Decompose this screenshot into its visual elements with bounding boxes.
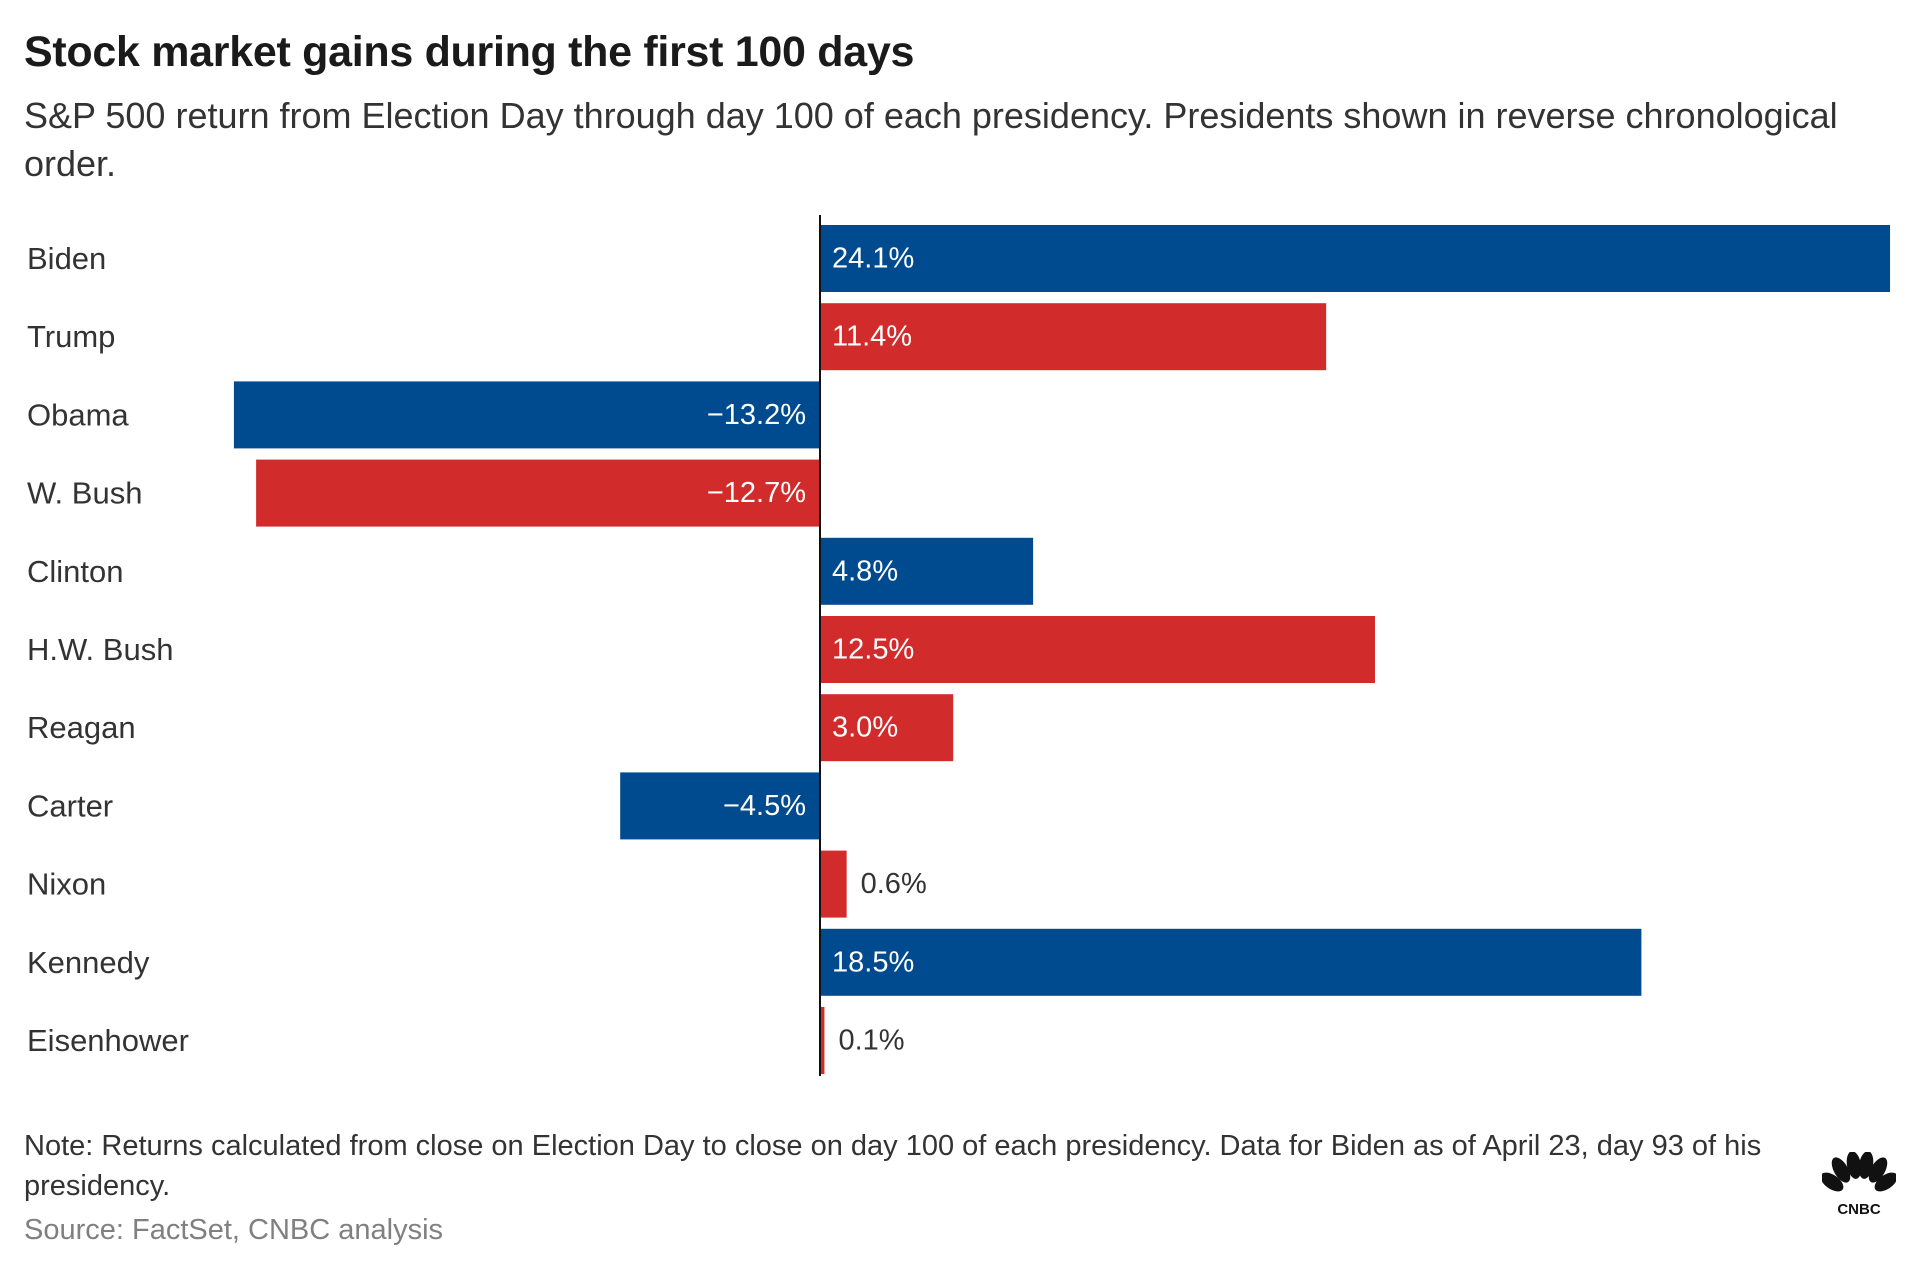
value-label: 4.8% [832,555,898,587]
bar [820,1007,825,1074]
category-label: Clinton [27,554,124,589]
category-label: Carter [27,788,113,823]
value-label: 3.0% [832,712,898,744]
value-label: 0.1% [838,1025,904,1057]
value-label: 11.4% [832,321,912,353]
category-label: Reagan [27,710,136,745]
value-label: −12.7% [707,477,806,509]
logo-text: CNBC [1837,1201,1880,1218]
value-label: −13.2% [707,399,806,431]
category-label: W. Bush [27,476,142,511]
bar [256,459,820,527]
category-label: H.W. Bush [27,632,173,667]
chart-source: Source: FactSet, CNBC analysis [24,1214,444,1246]
category-label: Kennedy [27,945,150,980]
category-label: Biden [27,241,106,276]
category-label: Obama [27,397,129,432]
value-label: 0.6% [861,868,927,900]
bar [820,537,1034,605]
bar [233,381,821,449]
chart-subtitle: S&P 500 return from Election Day through… [24,95,1838,184]
bar-chart: Biden 24.1% Trump 11.4% Obama −13.2% W. Bush −1… [27,215,1891,1076]
bar [820,694,954,762]
bar [820,928,1642,996]
bar [820,850,847,918]
value-label: −4.5% [723,790,806,822]
bar [820,225,1891,292]
chart-note: Note: Returns calculated from close on E… [24,1130,1762,1202]
cnbc-peacock-logo: CNBC [1822,1152,1896,1218]
bar [620,772,820,840]
value-label: 18.5% [832,946,914,978]
bar [820,616,1375,683]
bar [820,303,1327,371]
value-label: 24.1% [832,243,914,275]
chart-title: Stock market gains during the first 100 … [24,28,915,76]
category-label: Eisenhower [27,1023,189,1058]
value-label: 12.5% [832,634,914,666]
category-label: Nixon [27,867,106,902]
category-label: Trump [27,319,115,354]
